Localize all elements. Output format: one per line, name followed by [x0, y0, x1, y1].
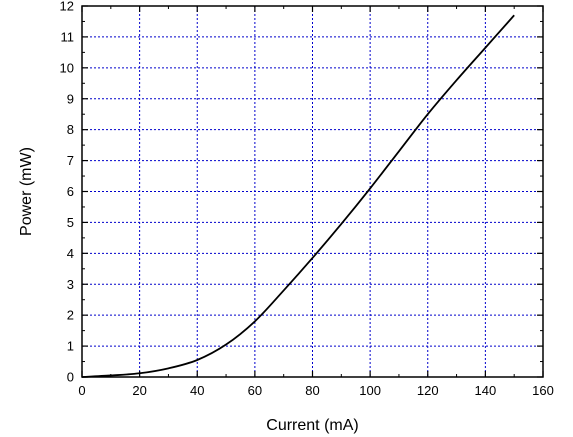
- y-tick-label: 10: [60, 60, 74, 75]
- x-tick-label: 20: [132, 383, 146, 398]
- y-tick-label: 0: [67, 370, 74, 385]
- y-tick-label: 7: [67, 153, 74, 168]
- y-tick-label: 8: [67, 122, 74, 137]
- y-tick-label: 9: [67, 91, 74, 106]
- y-tick-label: 4: [67, 246, 74, 261]
- x-axis-label: Current (mA): [266, 417, 358, 434]
- y-tick-label: 12: [60, 0, 74, 14]
- plot-area: [82, 15, 514, 377]
- x-tick-label: 0: [78, 383, 85, 398]
- y-tick-label: 3: [67, 277, 74, 292]
- x-tick-label: 80: [305, 383, 319, 398]
- x-tick-label: 40: [190, 383, 204, 398]
- power-current-curve: [82, 15, 514, 377]
- y-tick-label: 6: [67, 184, 74, 199]
- x-tick-label: 160: [532, 383, 554, 398]
- y-tick-label: 2: [67, 308, 74, 323]
- y-axis-label: Power (mW): [18, 147, 35, 236]
- y-tick-label: 11: [61, 29, 75, 44]
- x-tick-label: 60: [248, 383, 262, 398]
- x-tick-label: 140: [475, 383, 497, 398]
- x-tick-label: 120: [417, 383, 439, 398]
- x-tick-label: 100: [359, 383, 381, 398]
- y-tick-label: 1: [67, 339, 74, 354]
- y-tick-label: 5: [67, 215, 74, 230]
